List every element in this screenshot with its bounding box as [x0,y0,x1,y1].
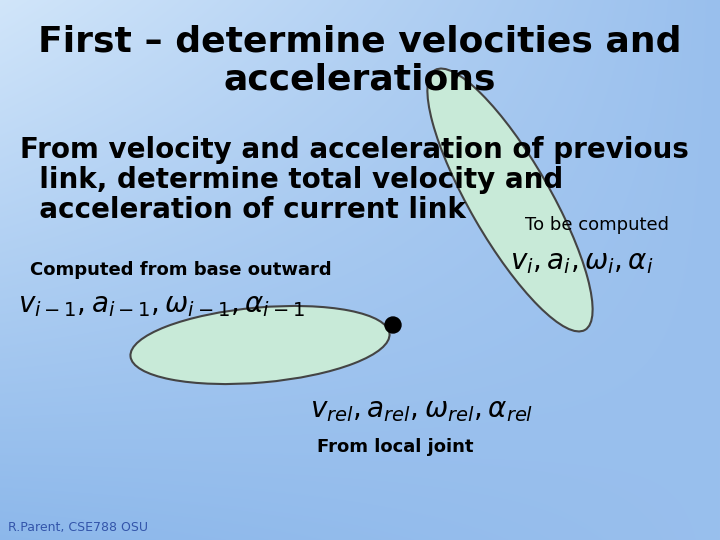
Text: acceleration of current link: acceleration of current link [20,196,466,224]
Text: $v_i, a_i, \omega_i, \alpha_i$: $v_i, a_i, \omega_i, \alpha_i$ [510,248,654,276]
Text: accelerations: accelerations [224,63,496,97]
Text: To be computed: To be computed [525,216,669,234]
Text: $v_{i-1}, a_{i-1}, \omega_{i-1}, \alpha_{i-1}$: $v_{i-1}, a_{i-1}, \omega_{i-1}, \alpha_… [18,291,305,319]
Text: link, determine total velocity and: link, determine total velocity and [20,166,563,194]
Text: R.Parent, CSE788 OSU: R.Parent, CSE788 OSU [8,522,148,535]
Circle shape [385,317,401,333]
Text: First – determine velocities and: First – determine velocities and [38,25,682,59]
Text: From local joint: From local joint [317,438,473,456]
Text: $v_{rel}, a_{rel}, \omega_{rel}, \alpha_{rel}$: $v_{rel}, a_{rel}, \omega_{rel}, \alpha_… [310,396,534,424]
Ellipse shape [130,306,390,384]
Text: From velocity and acceleration of previous: From velocity and acceleration of previo… [20,136,689,164]
Ellipse shape [428,69,593,332]
Text: Computed from base outward: Computed from base outward [30,261,332,279]
